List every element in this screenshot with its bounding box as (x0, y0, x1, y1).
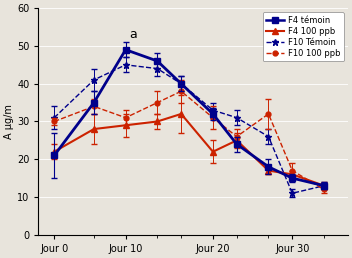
Text: a: a (130, 28, 137, 41)
Y-axis label: A µg/m: A µg/m (4, 104, 14, 139)
Legend: F4 témoin, F4 100 ppb, F10 Témoin, F10 100 ppb: F4 témoin, F4 100 ppb, F10 Témoin, F10 1… (263, 12, 344, 61)
